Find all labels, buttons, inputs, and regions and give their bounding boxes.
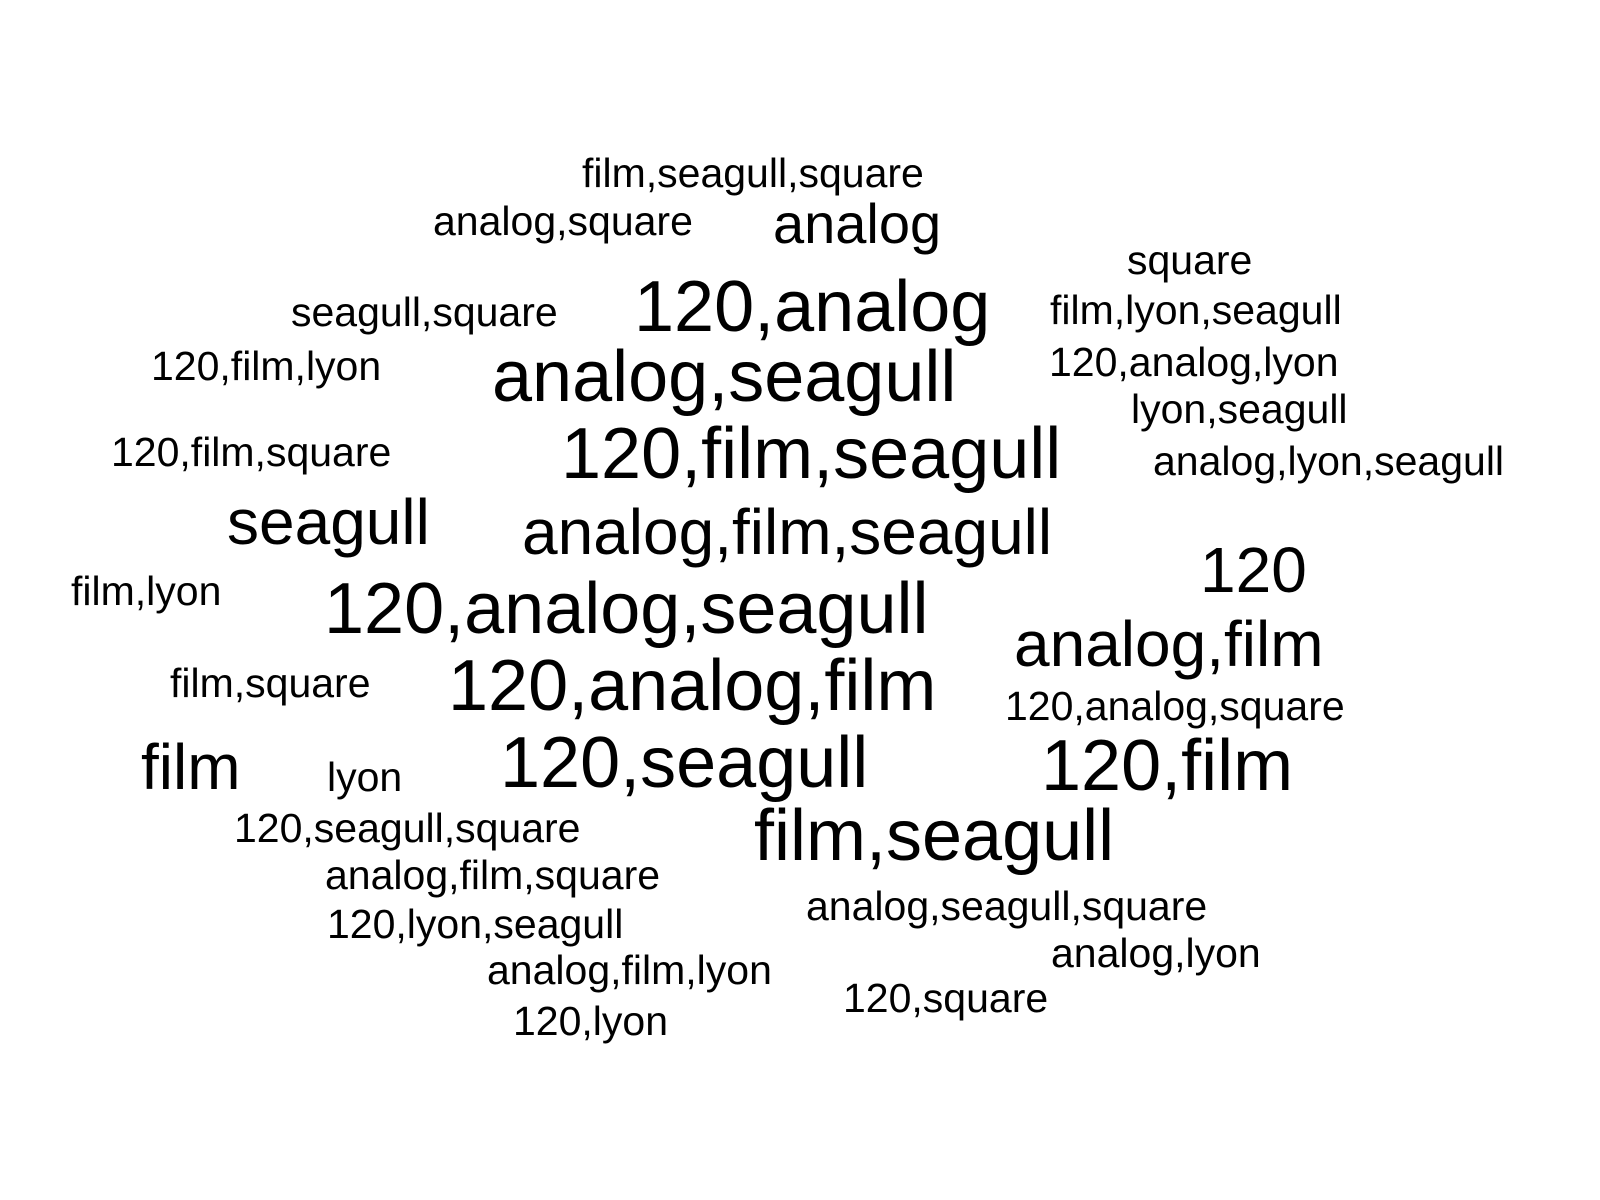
word: analog,seagull — [492, 337, 957, 417]
word: analog,seagull,square — [806, 883, 1208, 929]
word: 120,analog,seagull — [324, 569, 929, 649]
word: 120,film,seagull — [561, 414, 1062, 494]
word: 120,analog,lyon — [1049, 339, 1339, 385]
word: 120,film,square — [111, 429, 392, 475]
word: film,square — [170, 660, 371, 706]
word: 120,film,lyon — [151, 343, 382, 389]
word: square — [1127, 237, 1253, 283]
word: 120,seagull — [500, 723, 869, 803]
word: 120,film — [1041, 726, 1294, 806]
word: film,seagull,square — [582, 150, 924, 196]
word: film — [141, 731, 241, 803]
word: 120,analog — [634, 267, 991, 347]
word: 120,analog,square — [1005, 683, 1345, 729]
word: film,lyon — [71, 568, 222, 614]
word: 120,analog,film — [448, 646, 937, 726]
word: analog,film,seagull — [522, 496, 1053, 568]
word: 120,seagull,square — [234, 805, 581, 851]
word: 120,square — [843, 975, 1049, 1021]
word: analog — [773, 192, 942, 255]
word: analog,film — [1014, 608, 1324, 680]
word: 120,lyon,seagull — [327, 901, 624, 947]
word: analog,lyon — [1051, 930, 1261, 976]
word: 120 — [1200, 534, 1307, 606]
word: lyon — [327, 754, 403, 800]
word: seagull,square — [291, 289, 558, 335]
word: 120,lyon — [513, 998, 669, 1044]
word: film,seagull — [754, 796, 1115, 876]
word: lyon,seagull — [1131, 386, 1348, 432]
word: analog,lyon,seagull — [1153, 438, 1505, 484]
word: seagull — [227, 486, 430, 558]
word: analog,film,lyon — [487, 947, 772, 993]
word: analog,square — [433, 198, 693, 244]
word: analog,film,square — [325, 852, 661, 898]
word: film,lyon,seagull — [1050, 287, 1342, 333]
